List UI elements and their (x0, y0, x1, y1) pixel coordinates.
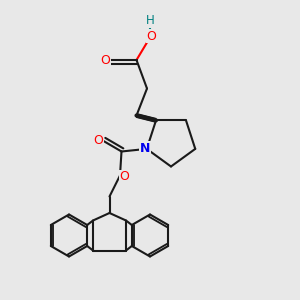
Text: O: O (120, 170, 129, 184)
Text: O: O (147, 29, 156, 43)
Text: H: H (146, 14, 154, 28)
Text: N: N (140, 142, 150, 155)
Text: O: O (100, 53, 110, 67)
Text: O: O (93, 134, 103, 148)
